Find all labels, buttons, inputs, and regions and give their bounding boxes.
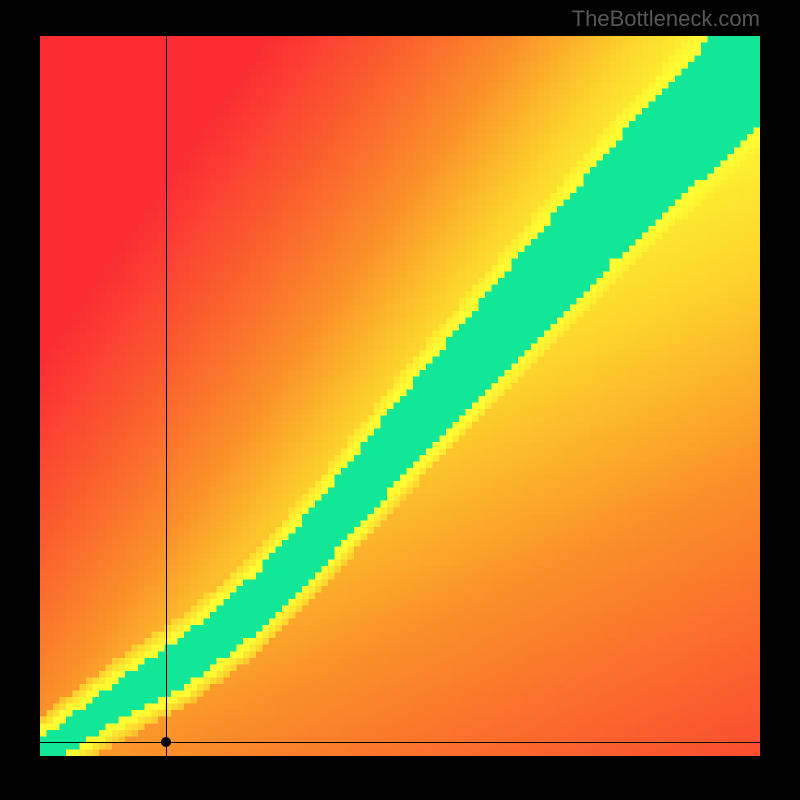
- source-watermark: TheBottleneck.com: [572, 6, 760, 32]
- crosshair-marker: [161, 737, 171, 747]
- chart-container: { "source_watermark": "TheBottleneck.com…: [0, 0, 800, 800]
- bottleneck-heatmap: [40, 36, 760, 756]
- crosshair-vertical: [166, 36, 167, 756]
- crosshair-horizontal: [40, 742, 760, 743]
